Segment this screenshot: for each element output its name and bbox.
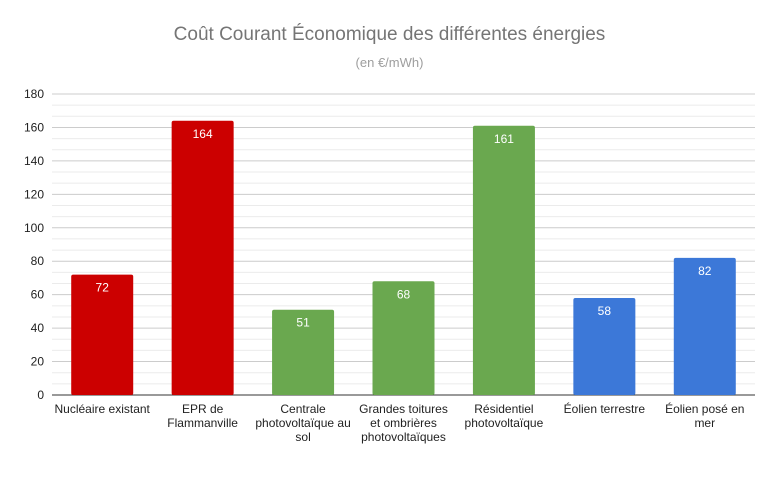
bar [372, 281, 435, 395]
bar [573, 298, 636, 395]
y-tick-label: 140 [24, 154, 44, 168]
bar [272, 309, 335, 395]
data-label: 72 [96, 281, 110, 295]
y-tick-label: 40 [31, 321, 45, 335]
data-label: 161 [494, 132, 514, 146]
data-label: 164 [193, 127, 213, 141]
y-tick-label: 120 [24, 187, 44, 201]
x-tick-label: Éolien terrestre [563, 402, 646, 416]
y-tick-label: 20 [31, 355, 45, 369]
x-tick-label: Nucléaire existant [54, 402, 150, 416]
y-tick-label: 160 [24, 120, 44, 134]
x-tick-label: Résidentiel photovoltaïque [464, 402, 544, 430]
y-tick-label: 60 [31, 288, 45, 302]
y-tick-label: 100 [24, 221, 44, 235]
bar [673, 257, 736, 395]
chart-subtitle: (en €/mWh) [355, 55, 424, 70]
x-tick-label: EPR de Flammanville [167, 402, 238, 430]
bar [472, 125, 535, 396]
y-tick-label: 0 [37, 388, 44, 402]
data-label: 58 [598, 304, 612, 318]
bar [171, 120, 234, 395]
y-tick-label: 180 [24, 87, 44, 101]
y-tick-label: 80 [31, 254, 45, 268]
data-label: 68 [397, 287, 411, 301]
x-tick-label: Grandes toitures et ombrières photovolta… [359, 402, 448, 444]
chart-title: Coût Courant Économique des différentes … [173, 24, 606, 45]
data-label: 51 [296, 316, 310, 330]
bar [71, 274, 134, 395]
x-tick-label: Éolien posé en mer [665, 402, 745, 430]
data-label: 82 [698, 264, 712, 278]
x-tick-label: Centrale photovoltaïque au sol [255, 402, 351, 444]
